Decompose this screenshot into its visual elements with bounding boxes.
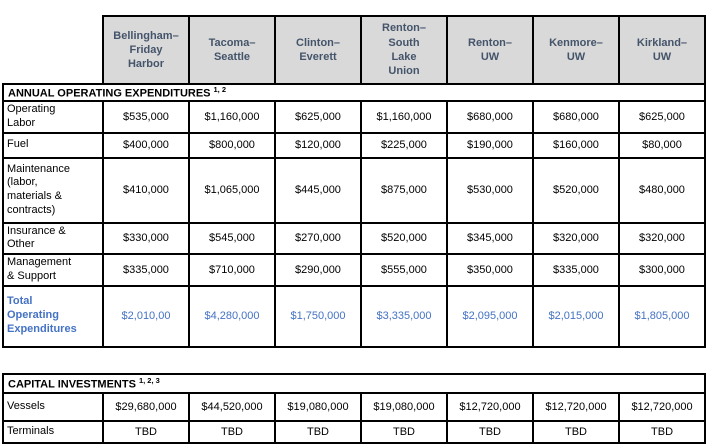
value-cell: $29,680,000 (102, 392, 190, 422)
column-header-clinton-everett: Clinton– Everett (274, 15, 362, 85)
value-cell: $270,000 (274, 221, 362, 255)
value-cell: $625,000 (274, 100, 362, 134)
value-cell: TBD (617, 420, 706, 444)
value-cell: $680,000 (532, 100, 620, 134)
value-cell: $300,000 (618, 253, 706, 287)
value-cell: $19,080,000 (274, 392, 362, 422)
table-row: Insurance & Other $330,000 $545,000 $270… (2, 221, 706, 255)
value-cell: TBD (274, 420, 362, 444)
table-row: Fuel $400,000 $800,000 $120,000 $225,000… (2, 131, 706, 159)
row-label-total-operating-expenditures: Total Operating Expenditures (2, 284, 104, 348)
annual-operating-expenditures-table: Bellingham– Friday Harbor Tacoma– Seattl… (2, 15, 706, 348)
section-header-row: ANNUAL OPERATING EXPENDITURES 1, 2 (2, 83, 706, 102)
value-cell: $350,000 (446, 253, 534, 287)
column-header-renton-uw: Renton– UW (446, 15, 534, 85)
value-cell: $530,000 (446, 156, 534, 224)
value-cell: $710,000 (188, 253, 276, 287)
capital-investments-table: CAPITAL INVESTMENTS 1, 2, 3 Vessels $29,6… (1, 373, 706, 444)
value-cell: $120,000 (274, 131, 362, 159)
row-label-insurance-other: Insurance & Other (2, 221, 104, 255)
value-cell: $800,000 (188, 131, 276, 159)
value-cell: TBD (446, 420, 534, 444)
section-title-annual-operating-expenditures: ANNUAL OPERATING EXPENDITURES 1, 2 (2, 83, 706, 102)
value-cell: $190,000 (446, 131, 534, 159)
value-cell: $335,000 (532, 253, 620, 287)
value-cell: $80,000 (618, 131, 706, 159)
footnote-superscript: 1, 2, 3 (138, 376, 160, 386)
value-cell: $480,000 (618, 156, 706, 224)
row-label-terminals: Terminals (2, 420, 104, 444)
value-cell: $680,000 (446, 100, 534, 134)
value-cell: TBD (360, 420, 448, 444)
total-value-cell: $2,010,00 (102, 284, 190, 348)
footnote-superscript: 1, 2 (213, 85, 227, 95)
table-row: Vessels $29,680,000 $44,520,000 $19,080,… (2, 392, 706, 422)
value-cell: $160,000 (532, 131, 620, 159)
total-value-cell: $1,805,000 (618, 284, 706, 348)
value-cell: $545,000 (188, 221, 276, 255)
value-cell: $520,000 (532, 156, 620, 224)
column-header-row: Bellingham– Friday Harbor Tacoma– Seattl… (3, 15, 706, 85)
total-value-cell: $4,280,000 (188, 284, 276, 348)
total-value-cell: $2,015,000 (532, 284, 620, 348)
value-cell: $19,080,000 (360, 392, 448, 422)
value-cell: TBD (532, 420, 620, 444)
value-cell: $335,000 (102, 253, 190, 287)
column-header-kenmore-uw: Kenmore– UW (532, 15, 620, 85)
value-cell: $555,000 (360, 253, 448, 287)
column-header-tacoma-seattle: Tacoma– Seattle (188, 15, 276, 85)
value-cell: $410,000 (102, 156, 190, 224)
table-row: Management & Support $335,000 $710,000 $… (2, 253, 706, 287)
value-cell: $400,000 (102, 131, 190, 159)
value-cell: $330,000 (102, 221, 190, 255)
column-header-renton-south-lake-union: Renton– South Lake Union (360, 15, 448, 85)
value-cell: $625,000 (618, 100, 706, 134)
value-cell: $345,000 (446, 221, 534, 255)
row-label-maintenance: Maintenance (labor, materials & contract… (2, 156, 104, 224)
value-cell: $12,720,000 (446, 392, 534, 422)
row-label-operating-labor: Operating Labor (2, 100, 104, 134)
row-label-management-support: Management & Support (2, 253, 104, 287)
total-value-cell: $3,335,000 (360, 284, 448, 348)
row-label-fuel: Fuel (2, 131, 104, 159)
value-cell: $875,000 (360, 156, 448, 224)
total-value-cell: $1,750,000 (274, 284, 362, 348)
value-cell: $12,720,000 (617, 392, 706, 422)
value-cell: TBD (102, 420, 190, 444)
value-cell: $320,000 (618, 221, 706, 255)
value-cell: $320,000 (532, 221, 620, 255)
value-cell: $535,000 (102, 100, 190, 134)
total-value-cell: $2,095,000 (446, 284, 534, 348)
value-cell: $1,065,000 (188, 156, 276, 224)
table-row: Operating Labor $535,000 $1,160,000 $625… (2, 100, 706, 134)
table-row: Terminals TBD TBD TBD TBD TBD TBD TBD (2, 420, 706, 444)
row-label-vessels: Vessels (2, 392, 104, 422)
total-row: Total Operating Expenditures $2,010,00 $… (2, 284, 706, 348)
column-header-bellingham-friday-harbor: Bellingham– Friday Harbor (102, 15, 190, 85)
value-cell: $12,720,000 (532, 392, 620, 422)
value-cell: $44,520,000 (188, 392, 276, 422)
value-cell: $1,160,000 (188, 100, 276, 134)
empty-corner-cell (3, 16, 103, 84)
value-cell: $290,000 (274, 253, 362, 287)
section-header-row: CAPITAL INVESTMENTS 1, 2, 3 (1, 373, 706, 394)
value-cell: TBD (188, 420, 276, 444)
table-row: Maintenance (labor, materials & contract… (2, 156, 706, 224)
section-title-capital-investments: CAPITAL INVESTMENTS 1, 2, 3 (1, 373, 706, 394)
value-cell: $445,000 (274, 156, 362, 224)
column-header-kirkland-uw: Kirkland– UW (618, 15, 706, 85)
value-cell: $520,000 (360, 221, 448, 255)
value-cell: $225,000 (360, 131, 448, 159)
value-cell: $1,160,000 (360, 100, 448, 134)
